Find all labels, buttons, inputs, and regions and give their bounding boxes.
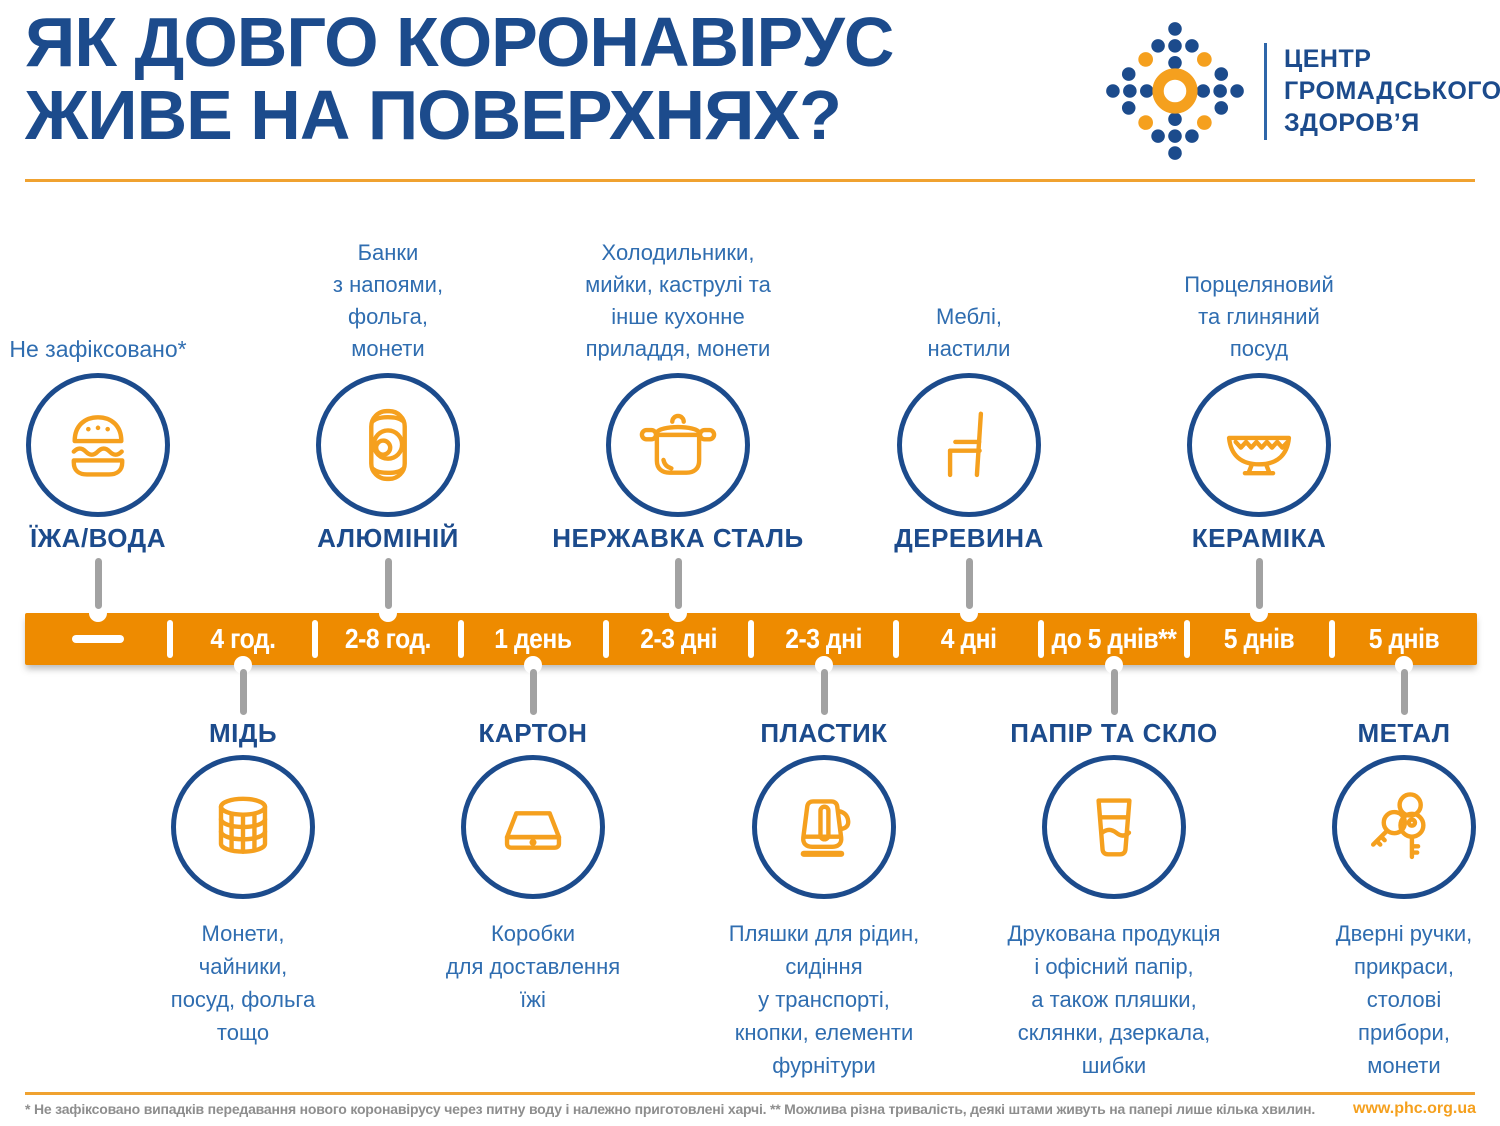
surface-plastic: ПЛАСТИК Пляшки для рідин, сидіння у тран… bbox=[674, 656, 974, 1082]
surface-cardboard: КАРТОН Коробки для доставлення їжі bbox=[383, 656, 683, 1016]
surface-description: Холодильники, мийки, каструлі та інше ку… bbox=[585, 240, 771, 361]
connector-line bbox=[1395, 656, 1413, 715]
surface-icon-circle bbox=[26, 373, 170, 517]
connector-line bbox=[1250, 558, 1268, 622]
org-name-line3: ЗДОРОВ’Я bbox=[1284, 109, 1420, 137]
surface-icon-circle bbox=[461, 755, 605, 899]
timeline-segment: 5 днів bbox=[1328, 613, 1477, 665]
surface-description: Порцеляновий та глиняний посуд bbox=[1184, 272, 1334, 361]
connector-line bbox=[1105, 656, 1123, 715]
org-name: ЦЕНТР ГРОМАДСЬКОГО ЗДОРОВ’Я bbox=[1284, 43, 1500, 139]
duration-label: 2-3 дні bbox=[640, 623, 717, 654]
surface-copper: МІДЬ Монети, чайники, посуд, фольга тощо bbox=[93, 656, 393, 1049]
duration-label: 5 днів bbox=[1369, 623, 1440, 654]
glass-icon bbox=[1096, 798, 1132, 857]
timeline-segment: 4 дні bbox=[893, 613, 1041, 665]
surface-label: ЇЖА/ВОДА bbox=[30, 523, 166, 553]
surface-label: ПЛАСТИК bbox=[760, 718, 888, 748]
footnote-paper-duration: ** Можлива різна тривалість, деякі штами… bbox=[770, 1101, 1316, 1117]
burger-icon bbox=[71, 415, 125, 477]
footer-rule bbox=[25, 1092, 1475, 1095]
surface-label: КАРТОН bbox=[478, 718, 588, 748]
logo-divider bbox=[1264, 42, 1267, 140]
timeline-segment: 2-3 дні bbox=[748, 613, 896, 665]
surface-description: Друкована продукція і офісний папір, а т… bbox=[1007, 921, 1221, 1078]
org-name-line2: ГРОМАДСЬКОГО bbox=[1284, 77, 1500, 105]
surface-metal: МЕТАЛ Дверні ручки, прикраси, столові пр… bbox=[1254, 656, 1500, 1082]
surface-aluminum: Банки з напоями, фольга, монети АЛЮМІНІЙ bbox=[243, 220, 533, 622]
website-link[interactable]: www.phc.org.ua bbox=[1353, 1100, 1476, 1117]
surface-label: МЕТАЛ bbox=[1357, 718, 1451, 748]
timeline-segment: до 5 днів** bbox=[1038, 613, 1186, 665]
surface-icon-circle bbox=[1187, 373, 1331, 517]
duration-label: 1 день bbox=[494, 623, 573, 654]
footnote-water-food: * Не зафіксовано випадків передавання но… bbox=[25, 1101, 767, 1117]
timeline-segment: 2-8 год. bbox=[312, 613, 460, 665]
timeline-segment: 4 год. bbox=[167, 613, 315, 665]
drink-can-icon bbox=[369, 408, 407, 482]
surface-note: Не зафіксовано* bbox=[9, 336, 187, 362]
coins-icon bbox=[218, 796, 268, 854]
surface-icon-circle bbox=[752, 755, 896, 899]
phc-logo: ЦЕНТР ГРОМАДСЬКОГО ЗДОРОВ’Я bbox=[1096, 12, 1500, 170]
timeline-segment: 5 днів bbox=[1183, 613, 1332, 665]
connector-line bbox=[234, 656, 252, 715]
timeline-segment: 1 день bbox=[457, 613, 606, 665]
connector-line bbox=[524, 656, 542, 715]
duration-label: 4 год. bbox=[210, 623, 276, 654]
surface-label: НЕРЖАВКА СТАЛЬ bbox=[552, 523, 804, 553]
surface-icon-circle bbox=[171, 755, 315, 899]
surface-description: Коробки для доставлення їжі bbox=[445, 921, 621, 1012]
timeline-segment: — bbox=[25, 613, 170, 665]
no-duration-dash bbox=[71, 635, 124, 643]
bowl-icon bbox=[1226, 435, 1292, 476]
duration-label: до 5 днів** bbox=[1051, 623, 1177, 654]
connector-line bbox=[89, 558, 107, 622]
page-title-line2: ЖИВЕ НА ПОВЕРХНЯХ? bbox=[25, 76, 842, 154]
surface-label: ПАПІР ТА СКЛО bbox=[1010, 718, 1218, 748]
surface-icon-circle bbox=[1042, 755, 1186, 899]
surface-wood: Меблі, настили ДЕРЕВИНА bbox=[824, 220, 1114, 622]
surface-icon-circle bbox=[606, 373, 750, 517]
page-title: ЯК ДОВГО КОРОНАВІРУС ЖИВЕ НА ПОВЕРХНЯХ? bbox=[25, 3, 894, 154]
phc-logo-dots-icon bbox=[1106, 22, 1244, 160]
page-title-line1: ЯК ДОВГО КОРОНАВІРУС bbox=[25, 3, 894, 81]
surface-icon-circle bbox=[897, 373, 1041, 517]
surface-food-water: Не зафіксовано* ЇЖА/ВОДА bbox=[0, 220, 243, 622]
keys-icon bbox=[1371, 792, 1426, 860]
surface-icon-circle bbox=[1332, 755, 1476, 899]
org-name-line1: ЦЕНТР bbox=[1284, 45, 1372, 73]
connector-line bbox=[960, 558, 978, 622]
surface-description: Меблі, настили bbox=[927, 304, 1011, 361]
surface-stainless-steel: Холодильники, мийки, каструлі та інше ку… bbox=[533, 220, 823, 622]
surface-label: ДЕРЕВИНА bbox=[894, 523, 1044, 553]
duration-label: 2-3 дні bbox=[785, 623, 862, 654]
duration-label: 2-8 год. bbox=[344, 623, 432, 654]
delivery-box-icon bbox=[504, 811, 562, 850]
surface-description: Банки з напоями, фольга, монети bbox=[332, 240, 444, 361]
connector-line bbox=[669, 558, 687, 622]
surface-label: МІДЬ bbox=[208, 718, 278, 748]
surface-description: Пляшки для рідин, сидіння у транспорті, … bbox=[728, 921, 920, 1078]
surface-label: АЛЮМІНІЙ bbox=[317, 523, 459, 553]
surface-ceramics: Порцеляновий та глиняний посуд КЕРАМІКА bbox=[1114, 220, 1404, 622]
surface-icon-circle bbox=[316, 373, 460, 517]
connector-line bbox=[815, 656, 833, 715]
kettle-icon bbox=[800, 799, 851, 857]
duration-label: 5 днів bbox=[1224, 623, 1295, 654]
surface-description: Дверні ручки, прикраси, столові прибори,… bbox=[1335, 921, 1473, 1078]
duration-timeline-bar: — 4 год. 2-8 год. 1 день 2-3 дні 2-3 дні… bbox=[25, 613, 1477, 665]
chair-icon bbox=[947, 411, 984, 478]
surface-label: КЕРАМІКА bbox=[1191, 523, 1327, 553]
duration-label: 4 дні bbox=[940, 623, 997, 654]
connector-line bbox=[379, 558, 397, 622]
header-rule bbox=[25, 179, 1475, 182]
surface-paper-glass: ПАПІР ТА СКЛО Друкована продукція і офіс… bbox=[964, 656, 1264, 1082]
timeline-segment: 2-3 дні bbox=[602, 613, 751, 665]
cooking-pot-icon bbox=[639, 413, 717, 475]
surface-description: Монети, чайники, посуд, фольга тощо bbox=[170, 921, 316, 1045]
